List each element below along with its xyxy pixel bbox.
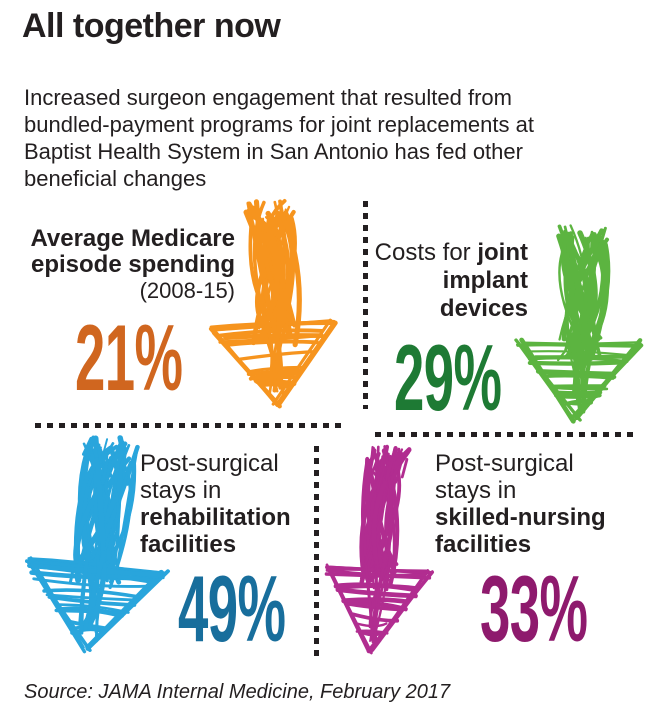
- intro-text: Increased surgeon engagement that result…: [24, 84, 534, 192]
- stat-label-line: Average Medicare: [30, 225, 235, 252]
- stat-label-line: (2008-15): [139, 278, 235, 303]
- stat-label-line: Post-surgical: [435, 450, 574, 477]
- stat-label-line: rehabilitation: [140, 504, 291, 531]
- stat-label-line: devices: [439, 295, 528, 322]
- dotted-divider-horizontal-left: [35, 423, 346, 428]
- intro-line: Baptist Health System in San Antonio has…: [24, 139, 523, 164]
- stat-label-line: Post-surgical: [140, 450, 279, 477]
- stat-value-joint-implant-device-costs: 29%: [394, 325, 502, 430]
- intro-line: beneficial changes: [24, 166, 207, 191]
- down-arrow-icon: [24, 435, 170, 654]
- down-arrow-icon: [514, 224, 644, 424]
- down-arrow-icon: [324, 444, 434, 655]
- stat-label-line: facilities: [435, 531, 532, 558]
- stat-label-rehabilitation-facility-stays: Post-surgical stays in rehabilitation facil…: [140, 450, 308, 558]
- source-credit: Source: JAMA Internal Medicine, February…: [24, 681, 451, 703]
- intro-line: Increased surgeon engagement that result…: [24, 85, 512, 110]
- stat-label-line: facilities: [140, 531, 237, 558]
- stat-value-rehabilitation-facility-stays: 49%: [178, 556, 286, 661]
- stat-label-line: skilled-nursing: [435, 504, 606, 531]
- stat-label-line: stays in: [140, 477, 222, 504]
- stat-label-line: Costs for joint: [374, 239, 528, 266]
- dotted-divider-horizontal-right: [375, 432, 636, 437]
- stat-label-line: episode spending: [30, 251, 235, 278]
- stat-label-line: implant: [442, 267, 528, 294]
- stat-value-medicare-episode-spending: 21%: [75, 305, 183, 410]
- stat-label-medicare-episode-spending: Average Medicare episode spending (2008-15…: [13, 226, 235, 304]
- down-arrow-icon: [208, 199, 338, 409]
- stat-label-joint-implant-device-costs: Costs for joint implant devices: [362, 239, 528, 323]
- page-title: All together now: [22, 7, 281, 45]
- stat-label-line: stays in: [435, 477, 517, 504]
- stat-label-skilled-nursing-facility-stays: Post-surgical stays in skilled-nursing faci…: [435, 450, 615, 558]
- intro-line: bundled-payment programs for joint repla…: [24, 112, 534, 137]
- dotted-divider-vertical-bottom: [314, 446, 319, 660]
- dotted-divider-vertical-top: [363, 201, 368, 409]
- stat-value-skilled-nursing-facility-stays: 33%: [480, 556, 588, 661]
